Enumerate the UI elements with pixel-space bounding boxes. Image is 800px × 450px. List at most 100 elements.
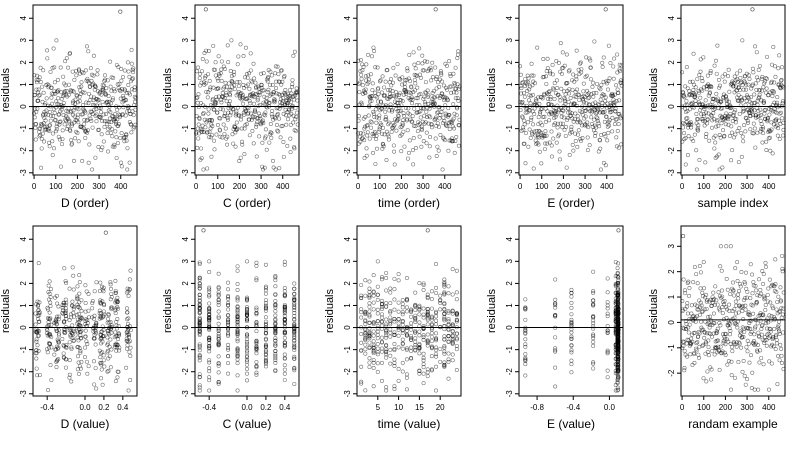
data-point — [612, 92, 617, 97]
data-point — [285, 117, 290, 122]
data-point — [211, 43, 216, 48]
data-point — [518, 72, 523, 77]
data-point — [263, 286, 268, 291]
data-point — [438, 359, 443, 364]
data-point — [705, 369, 710, 374]
data-point — [456, 143, 461, 148]
data-point — [754, 50, 759, 55]
data-point — [384, 330, 389, 335]
data-point — [61, 351, 66, 356]
data-point — [537, 101, 542, 106]
data-point — [748, 353, 753, 358]
data-point — [404, 77, 409, 82]
data-point — [743, 303, 748, 308]
data-point — [727, 302, 732, 307]
data-point — [262, 165, 267, 170]
data-point — [521, 127, 526, 132]
data-point — [83, 110, 88, 115]
data-point — [388, 286, 393, 291]
data-point — [708, 90, 713, 95]
data-point — [266, 87, 271, 92]
data-point — [75, 329, 80, 334]
data-point — [78, 317, 83, 322]
data-point — [615, 352, 620, 357]
data-point — [60, 311, 65, 316]
data-point — [42, 139, 47, 144]
data-point — [49, 287, 54, 292]
data-point — [275, 128, 280, 133]
x-tick-label: 400 — [276, 182, 290, 191]
data-point — [718, 323, 723, 328]
data-point — [778, 342, 783, 347]
data-point — [729, 373, 734, 378]
data-point — [748, 296, 753, 301]
data-point — [522, 118, 527, 123]
data-point — [455, 52, 460, 57]
data-point — [749, 329, 754, 334]
data-point — [752, 100, 757, 105]
x-tick-label: 0 — [356, 182, 361, 191]
data-point — [267, 82, 272, 87]
data-point — [688, 352, 693, 357]
data-point — [709, 125, 714, 130]
data-point — [385, 68, 390, 73]
data-point — [126, 83, 131, 88]
data-point — [83, 334, 88, 339]
data-point — [99, 376, 104, 381]
data-point — [409, 95, 414, 100]
data-point — [44, 108, 49, 113]
data-point — [239, 114, 244, 119]
data-point — [376, 86, 381, 91]
data-point — [285, 143, 290, 148]
data-point — [107, 116, 112, 121]
data-point — [224, 84, 229, 89]
data-point — [558, 98, 563, 103]
data-point — [425, 88, 430, 93]
data-point — [292, 335, 297, 340]
data-point — [245, 259, 250, 264]
data-point — [730, 280, 735, 285]
data-point — [56, 134, 61, 139]
data-point — [548, 71, 553, 76]
data-point — [371, 365, 376, 370]
data-point — [552, 81, 557, 86]
outlier-point — [750, 7, 755, 12]
data-point — [596, 102, 601, 107]
data-point — [571, 119, 576, 124]
data-point — [434, 77, 439, 82]
data-point — [43, 127, 48, 132]
data-point — [216, 331, 221, 336]
data-point — [379, 349, 384, 354]
data-point — [454, 135, 459, 140]
data-point — [226, 322, 231, 327]
data-point — [745, 120, 750, 125]
data-point — [565, 116, 570, 121]
data-point — [750, 291, 755, 296]
data-point — [400, 302, 405, 307]
data-point — [240, 142, 245, 147]
data-point — [377, 79, 382, 84]
data-point — [92, 316, 97, 321]
data-point — [717, 167, 722, 172]
data-point — [36, 317, 41, 322]
data-point — [118, 160, 123, 165]
data-point — [455, 82, 460, 87]
data-point — [556, 60, 561, 65]
data-point — [554, 140, 559, 145]
data-point — [742, 279, 747, 284]
data-point — [119, 66, 124, 71]
data-point — [533, 138, 538, 143]
data-point — [207, 341, 212, 346]
data-point — [53, 118, 58, 123]
data-point — [287, 108, 292, 113]
data-point — [743, 115, 748, 120]
data-point — [454, 331, 459, 336]
data-point — [698, 312, 703, 317]
data-point — [685, 116, 690, 121]
y-tick-label: 4 — [19, 236, 28, 241]
data-point — [421, 351, 426, 356]
data-point — [603, 163, 608, 168]
data-point — [777, 310, 782, 315]
